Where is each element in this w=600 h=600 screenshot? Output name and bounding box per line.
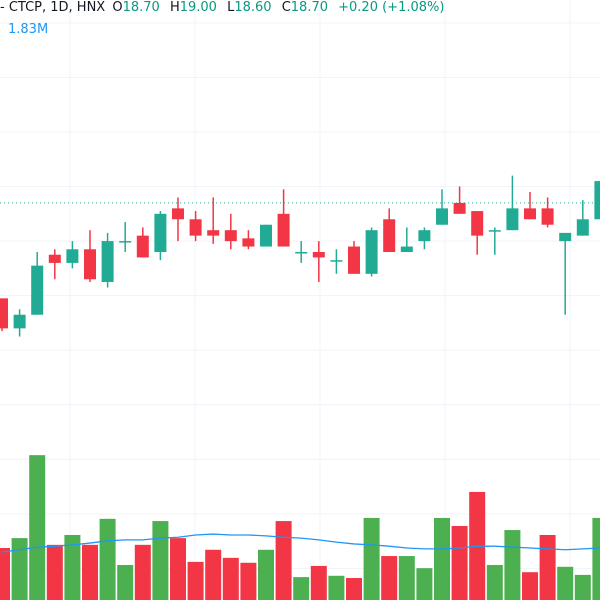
label: C — [281, 0, 291, 15]
candle-body — [101, 241, 114, 282]
volume-bar — [64, 534, 81, 600]
candle-body — [84, 249, 96, 280]
candle-body — [418, 230, 431, 242]
volume-bar — [346, 578, 362, 600]
candle-body — [330, 260, 343, 262]
ohlc-high: H19.00 — [170, 0, 220, 15]
volume-bar — [592, 517, 600, 600]
candle-body — [260, 224, 272, 247]
label: L — [227, 0, 235, 15]
symbol: - CTCP, 1D, HNX — [0, 0, 106, 15]
candle-body — [471, 211, 484, 236]
volume-bar — [275, 521, 292, 600]
label: O — [112, 0, 123, 15]
volume-bar — [434, 517, 450, 600]
label: H — [169, 0, 180, 15]
candle-body — [48, 254, 61, 263]
volume-bar — [574, 574, 591, 600]
candle-body — [400, 246, 413, 252]
candle-body — [172, 208, 184, 220]
candle-body — [348, 246, 360, 274]
candle-body — [13, 314, 26, 329]
volume-bar — [539, 534, 556, 600]
candle-body — [488, 230, 501, 232]
candle-body — [66, 249, 79, 263]
volume-bar — [46, 544, 63, 600]
volume-ma-line — [1, 533, 600, 553]
candle-body — [224, 230, 237, 242]
volume-bar — [522, 572, 538, 600]
candle-body — [295, 252, 308, 254]
volume-bar — [363, 517, 380, 600]
candle-body — [365, 230, 378, 274]
value: 18.70 — [290, 0, 328, 15]
volume-bar — [152, 521, 169, 600]
volume-bar — [205, 549, 222, 600]
volume-bar — [310, 565, 327, 600]
change: +0.20 (+1.08%) — [338, 0, 445, 15]
candle-body — [119, 241, 132, 243]
volume-bar — [222, 557, 239, 600]
candle-body — [277, 213, 290, 247]
candle-body — [31, 265, 44, 315]
volume-bar — [416, 568, 433, 600]
volume-bar — [504, 530, 521, 600]
candle-body — [594, 181, 600, 220]
value: 19.00 — [179, 0, 217, 15]
volume-bar — [258, 549, 274, 600]
volume-bar — [240, 562, 257, 600]
candle-body — [0, 298, 8, 329]
value: 18.60 — [234, 0, 272, 15]
candle-body — [506, 208, 519, 231]
volume-bar — [117, 565, 134, 600]
volume-bar — [0, 547, 10, 600]
volume-bar — [293, 577, 310, 600]
volume-bar — [398, 556, 415, 600]
candle-body — [541, 208, 554, 225]
volume-bar — [11, 538, 28, 600]
candle-body — [312, 252, 325, 258]
volume-bar — [170, 538, 186, 600]
ohlc-low: L18.60 — [227, 0, 274, 15]
candle-body — [189, 219, 202, 236]
volume-bar — [99, 518, 116, 600]
candle-body — [154, 213, 167, 252]
candle-body — [453, 202, 466, 214]
candle-body — [136, 235, 149, 258]
candle-body — [576, 219, 589, 236]
volume-bar — [82, 544, 98, 600]
volume-bar — [381, 556, 398, 600]
legend-header: - CTCP, 1D, HNX O18.70 H19.00 L18.60 C18… — [0, 0, 447, 15]
volume-value: 1.83M — [8, 22, 49, 37]
ohlc-open: O18.70 — [112, 0, 162, 15]
volume-bar — [328, 575, 345, 600]
volume-bar — [29, 455, 46, 600]
volume-bar — [134, 544, 151, 600]
vertical-grid — [69, 0, 571, 600]
value: 18.70 — [122, 0, 160, 15]
volume-bar — [451, 526, 468, 600]
candle-body — [207, 230, 220, 236]
candle-body — [383, 219, 396, 252]
candle-body — [242, 238, 255, 247]
ohlc-close: C18.70 — [282, 0, 331, 15]
volume-bar — [557, 566, 574, 600]
candle-body — [559, 232, 572, 242]
candle-body — [524, 208, 536, 220]
volume-bar — [187, 561, 204, 600]
volume-bar — [486, 565, 503, 600]
candle-body — [436, 208, 448, 225]
